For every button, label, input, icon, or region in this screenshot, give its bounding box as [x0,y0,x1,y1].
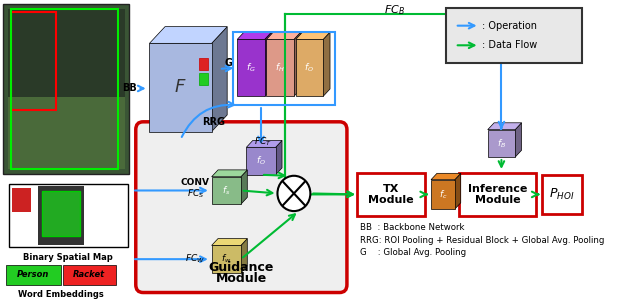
Text: G    : Global Avg. Pooling: G : Global Avg. Pooling [360,248,466,257]
Text: $FC_T$: $FC_T$ [254,135,272,148]
Polygon shape [455,173,461,209]
FancyBboxPatch shape [8,98,125,169]
Text: : Operation: : Operation [482,21,537,31]
Polygon shape [237,32,271,39]
Polygon shape [515,123,522,157]
Text: Person: Person [17,270,49,279]
FancyBboxPatch shape [9,184,127,247]
Text: $f_O$: $f_O$ [305,62,314,74]
FancyBboxPatch shape [246,147,276,175]
Polygon shape [266,32,301,39]
Polygon shape [246,141,282,147]
Polygon shape [212,27,227,132]
FancyBboxPatch shape [63,265,116,285]
FancyBboxPatch shape [10,186,36,245]
Text: $f_c$: $f_c$ [438,188,447,201]
Text: $\mathit{F}$: $\mathit{F}$ [174,79,187,97]
FancyBboxPatch shape [8,9,125,102]
Text: Module: Module [216,272,267,285]
FancyBboxPatch shape [212,245,241,273]
Polygon shape [294,32,301,96]
Polygon shape [276,141,282,175]
FancyBboxPatch shape [6,265,61,285]
FancyBboxPatch shape [136,122,347,293]
Polygon shape [265,32,271,96]
Text: RRG: ROI Pooling + Residual Block + Global Avg. Pooling: RRG: ROI Pooling + Residual Block + Glob… [360,236,604,245]
Polygon shape [488,123,522,130]
Text: $f_O$: $f_O$ [256,155,266,167]
FancyBboxPatch shape [431,180,455,209]
Circle shape [278,176,310,211]
Text: $f_w$: $f_w$ [221,253,232,265]
Text: Inference
Module: Inference Module [468,184,527,205]
Polygon shape [296,32,330,39]
FancyBboxPatch shape [199,58,208,70]
FancyBboxPatch shape [357,173,424,216]
Text: Guidance: Guidance [209,260,274,274]
Text: BB: BB [122,83,137,93]
FancyBboxPatch shape [212,177,241,204]
FancyBboxPatch shape [541,175,582,214]
FancyBboxPatch shape [266,39,294,96]
FancyBboxPatch shape [296,39,323,96]
FancyBboxPatch shape [42,191,80,236]
Polygon shape [212,170,247,177]
FancyBboxPatch shape [150,43,212,132]
Polygon shape [241,239,247,273]
FancyBboxPatch shape [12,188,31,212]
Text: $FC_S$: $FC_S$ [186,187,204,200]
Polygon shape [241,170,247,204]
Polygon shape [431,173,461,180]
FancyBboxPatch shape [460,173,536,216]
FancyBboxPatch shape [199,73,208,85]
Text: BB  : Backbone Network: BB : Backbone Network [360,223,464,232]
Text: $FC_W$: $FC_W$ [185,253,205,265]
Text: Word Embeddings: Word Embeddings [18,290,104,299]
Text: Racket: Racket [73,270,105,279]
Polygon shape [150,27,227,43]
Text: $FC_B$: $FC_B$ [384,3,405,17]
FancyBboxPatch shape [3,4,129,174]
Text: $f_H$: $f_H$ [275,62,285,74]
FancyBboxPatch shape [38,186,84,245]
Text: TX
Module: TX Module [368,184,413,205]
Text: $f_s$: $f_s$ [222,184,230,197]
Text: $f_G$: $f_G$ [246,62,256,74]
Polygon shape [323,32,330,96]
Text: $P_{HOI}$: $P_{HOI}$ [549,187,575,202]
FancyBboxPatch shape [445,8,582,63]
Text: RRG: RRG [202,117,225,127]
Polygon shape [212,239,247,245]
Text: Binary Spatial Map: Binary Spatial Map [23,253,113,262]
Text: CONV: CONV [180,178,210,187]
Text: G: G [224,58,232,68]
FancyBboxPatch shape [237,39,265,96]
Text: : Data Flow: : Data Flow [482,40,538,50]
FancyBboxPatch shape [86,186,124,245]
Text: $f_B$: $f_B$ [497,137,506,150]
FancyBboxPatch shape [488,130,515,157]
